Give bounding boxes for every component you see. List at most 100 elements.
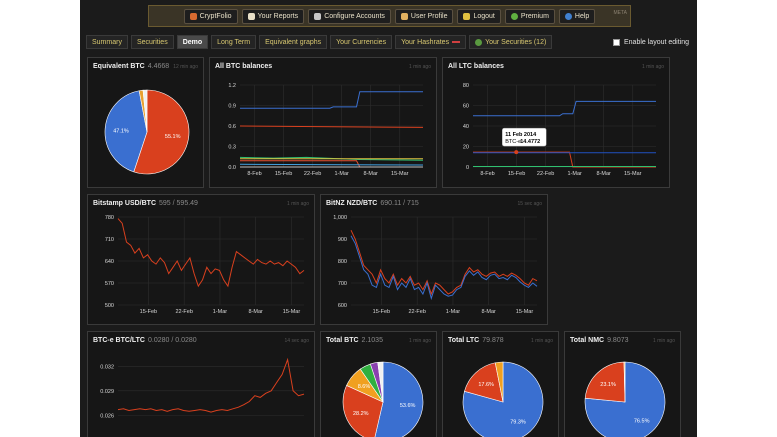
x-tick-label: 8-Mar	[482, 309, 497, 315]
layout-editing-toggle[interactable]: Enable layout editing	[613, 39, 689, 46]
series-line	[239, 125, 424, 128]
user-profile-label: User Profile	[410, 12, 448, 20]
y-tick-label: 700	[338, 281, 347, 287]
y-tick-label: 0.9	[228, 104, 236, 110]
bitnz-chart: 600 700 800 900 1,000 15-Feb 22-Feb 1-Mar 8-Mar 1…	[333, 215, 538, 315]
y-tick-label: 800	[338, 259, 347, 265]
pie-slice	[342, 385, 384, 437]
panel-updated: 1 min ago	[409, 338, 431, 344]
pie-slice-label: 28.2%	[353, 411, 369, 417]
y-tick-label: 1,000	[333, 215, 347, 221]
btce-panel: BTC-e BTC/LTC 0.0280 / 0.0280 14 sec ago …	[87, 331, 315, 437]
cryptfolio-label: CryptFolio	[199, 12, 232, 20]
tooltip-label: BTC-e:	[505, 139, 523, 145]
user-profile-button[interactable]: User Profile	[394, 8, 454, 24]
tab-securities[interactable]: Securities	[130, 35, 174, 49]
bitstamp-panel: Bitstamp USD/BTC 595 / 595.49 1 min ago 5…	[87, 194, 315, 325]
panel-title-text: Total BTC	[326, 337, 359, 344]
cryptfolio-home-button[interactable]: CryptFolio	[183, 8, 238, 24]
logout-label: Logout	[473, 12, 495, 20]
y-tick-label: 1.2	[228, 83, 236, 89]
help-label: Help	[574, 12, 590, 20]
tab-summary[interactable]: Summary	[86, 35, 128, 49]
panel-updated: 1 min ago	[642, 64, 664, 70]
panel-value: 690.11 / 715	[380, 200, 419, 207]
meta-label: META	[613, 10, 627, 16]
panel-title-text: All LTC balances	[448, 63, 504, 70]
panel-title: Total LTC 79.878	[448, 337, 504, 344]
configure-accounts-label: Configure Accounts	[324, 12, 385, 20]
all-ltc-panel: All LTC balances 1 min ago 0 20 40 60 80 8-Fe…	[442, 57, 670, 188]
tab-equivalent-graphs[interactable]: Equivalent graphs	[259, 35, 328, 49]
tab-your-hashrates[interactable]: Your Hashrates	[395, 35, 467, 49]
panel-updated: 14 sec ago	[284, 338, 309, 344]
all-ltc-chart: 0 20 40 60 80 8-Feb 15-Feb 22-Feb 1-Mar 8-Mar 15-M…	[463, 83, 656, 177]
pie-slice	[623, 361, 626, 403]
y-tick-label: 60	[463, 104, 469, 110]
y-tick-label: 0.0	[228, 165, 236, 171]
tab-label: Securities	[136, 38, 168, 46]
series-line	[240, 91, 423, 109]
pie-slice	[494, 361, 504, 403]
x-tick-label: 1-Mar	[446, 309, 461, 315]
help-button[interactable]: Help	[558, 8, 596, 24]
x-tick-label: 15-Feb	[508, 171, 525, 177]
x-tick-label: 8-Feb	[480, 171, 494, 177]
y-tick-label: 20	[463, 145, 469, 151]
top-navigation: CryptFolio Your Reports Configure Accoun…	[148, 5, 631, 27]
y-tick-label: 0.032	[100, 364, 114, 370]
tab-your-currencies[interactable]: Your Currencies	[330, 35, 393, 49]
series-line	[350, 235, 538, 301]
panel-title-text: Bitstamp USD/BTC	[93, 200, 157, 207]
panel-title: BitNZ NZD/BTC 690.11 / 715	[326, 200, 419, 207]
tab-long-term[interactable]: Long Term	[211, 35, 257, 49]
y-tick-label: 570	[105, 281, 114, 287]
x-tick-label: 1-Mar	[213, 309, 228, 315]
premium-button[interactable]: Premium	[504, 8, 555, 24]
pie-slice	[464, 362, 504, 403]
pie-slice-label: 23.1%	[600, 382, 616, 388]
tab-label: Summary	[92, 38, 122, 46]
panel-updated: 1 min ago	[653, 338, 675, 344]
tooltip-point	[514, 150, 519, 155]
panel-value: 0.0280 / 0.0280	[147, 337, 197, 344]
series-line	[473, 151, 656, 168]
total-btc-panel: Total BTC 2.1035 1 min ago 53.6% 28.2% 8.6%	[320, 331, 437, 437]
x-tick-label: 15-Mar	[283, 309, 301, 315]
tooltip-box	[502, 127, 547, 147]
pie-slice-label: 17.6%	[478, 382, 494, 388]
tab-your-securities[interactable]: Your Securities (12)	[469, 35, 553, 49]
panel-updated: 15 sec ago	[517, 201, 542, 207]
x-tick-label: 15-Mar	[624, 171, 642, 177]
pie-slice	[142, 89, 148, 133]
panel-title-text: Total NMC	[570, 337, 605, 344]
panel-title: Equivalent BTC 4.4668	[93, 63, 169, 70]
y-tick-label: 0	[466, 165, 469, 171]
tab-demo[interactable]: Demo	[176, 35, 209, 49]
x-tick-label: 8-Mar	[364, 171, 379, 177]
tab-label: Long Term	[217, 38, 251, 46]
pie-slice-label: 53.6%	[400, 403, 416, 409]
y-tick-label: 80	[463, 83, 469, 89]
x-tick-label: 1-Mar	[567, 171, 582, 177]
panel-value: 79.878	[482, 337, 504, 344]
pie-slice	[374, 361, 424, 437]
layout-editing-checkbox[interactable]	[613, 39, 620, 46]
pie-slice	[377, 361, 384, 403]
logout-button[interactable]: Logout	[457, 8, 501, 24]
x-tick-label: 8-Feb	[247, 171, 261, 177]
all-btc-chart: 0.0 0.3 0.6 0.9 1.2 8-Feb 15-Feb 22-Feb 1-Mar 8-M…	[228, 83, 424, 177]
panel-title: All BTC balances	[215, 63, 272, 70]
x-tick-label: 15-Mar	[391, 171, 409, 177]
y-tick-label: 40	[463, 124, 469, 130]
series-line	[239, 163, 424, 166]
pie-slice-label: 79.3%	[510, 420, 526, 426]
your-reports-label: Your Reports	[257, 12, 299, 20]
configure-accounts-button[interactable]: Configure Accounts	[308, 8, 391, 24]
wrench-icon	[314, 12, 322, 20]
your-reports-button[interactable]: Your Reports	[241, 8, 305, 24]
tab-label: Your Currencies	[336, 38, 387, 46]
user-card-icon	[400, 12, 408, 20]
y-tick-label: 710	[105, 237, 114, 243]
layout-editing-label: Enable layout editing	[624, 39, 689, 46]
